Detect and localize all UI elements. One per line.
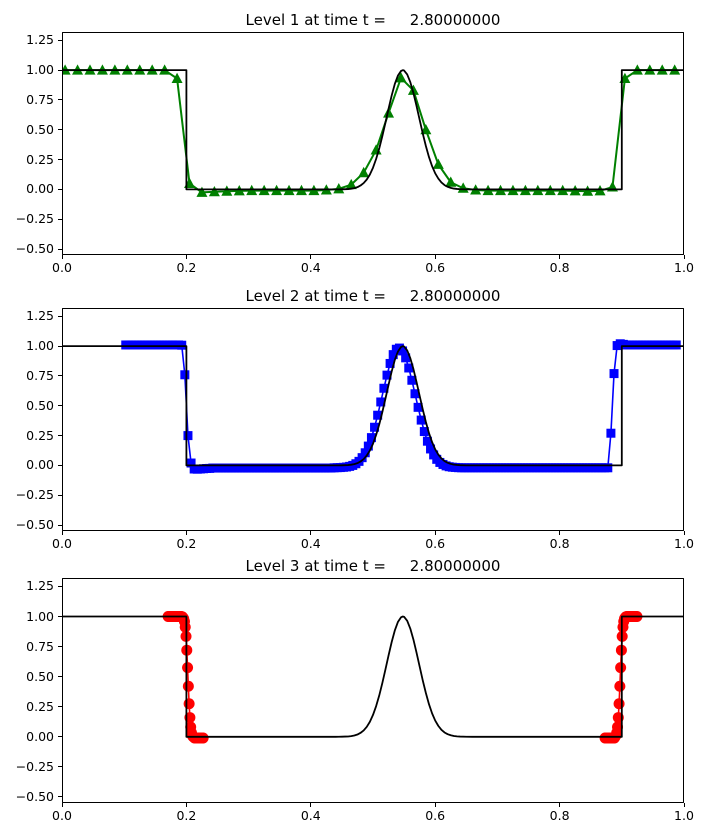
y-tick-label: 0.00 xyxy=(26,181,54,197)
y-tick-mark xyxy=(58,405,62,407)
plot-canvas-level-1 xyxy=(62,32,684,255)
x-tick-label: 0.8 xyxy=(549,536,570,551)
x-tick-label: 0.8 xyxy=(549,808,570,823)
y-tick-mark xyxy=(58,736,62,738)
y-tick-label: 0.50 xyxy=(26,121,54,137)
x-tick-mark xyxy=(310,531,312,535)
x-tick-mark xyxy=(61,803,63,807)
x-tick-label: 1.0 xyxy=(674,260,694,275)
plot-canvas-level-2 xyxy=(62,308,684,531)
y-tick-label: 0.25 xyxy=(26,427,54,443)
y-tick-label: −0.25 xyxy=(15,758,54,774)
plot-canvas-level-3 xyxy=(62,578,684,803)
y-tick-mark xyxy=(58,796,62,798)
x-tick-mark xyxy=(310,803,312,807)
y-tick-label: 1.00 xyxy=(26,62,54,78)
y-tick-label: −0.50 xyxy=(15,788,54,804)
x-tick-mark xyxy=(559,803,561,807)
x-tick-mark xyxy=(559,255,561,259)
x-tick-label: 1.0 xyxy=(674,808,694,823)
x-tick-label: 0.8 xyxy=(549,260,570,275)
x-tick-mark xyxy=(61,531,63,535)
y-tick-mark xyxy=(58,585,62,587)
y-tick-label: 1.25 xyxy=(26,578,54,594)
x-tick-label: 0.6 xyxy=(425,808,446,823)
subplot-2-title: Level 2 at time t = 2.80000000 xyxy=(245,287,501,305)
y-tick-label: 0.50 xyxy=(26,668,54,684)
y-tick-mark xyxy=(58,494,62,496)
y-tick-mark xyxy=(58,159,62,161)
x-tick-label: 0.0 xyxy=(52,808,72,823)
x-tick-mark xyxy=(683,803,685,807)
y-tick-mark xyxy=(58,218,62,220)
x-tick-label: 0.4 xyxy=(300,808,321,823)
x-tick-label: 0.6 xyxy=(425,260,446,275)
x-tick-label: 1.0 xyxy=(674,536,694,551)
subplot-1-title: Level 1 at time t = 2.80000000 xyxy=(245,11,501,29)
y-tick-label: 1.25 xyxy=(26,308,54,324)
y-tick-label: 0.50 xyxy=(26,397,54,413)
y-tick-label: 0.75 xyxy=(26,367,54,383)
x-tick-mark xyxy=(310,255,312,259)
x-tick-label: 0.4 xyxy=(300,260,321,275)
x-tick-mark xyxy=(185,255,187,259)
y-tick-label: −0.25 xyxy=(15,211,54,227)
y-tick-label: −0.25 xyxy=(15,487,54,503)
y-tick-label: 0.75 xyxy=(26,91,54,107)
y-tick-label: 1.25 xyxy=(26,32,54,48)
y-tick-label: −0.50 xyxy=(15,241,54,257)
y-tick-label: 1.00 xyxy=(26,338,54,354)
y-tick-mark xyxy=(58,435,62,437)
y-tick-label: −0.50 xyxy=(15,517,54,533)
x-tick-label: 0.0 xyxy=(52,260,72,275)
y-tick-mark xyxy=(58,524,62,526)
y-tick-label: 0.25 xyxy=(26,151,54,167)
x-tick-label: 0.0 xyxy=(52,536,72,551)
y-tick-label: 0.25 xyxy=(26,698,54,714)
x-tick-mark xyxy=(559,531,561,535)
y-tick-mark xyxy=(58,39,62,41)
x-tick-mark xyxy=(434,255,436,259)
x-tick-label: 0.4 xyxy=(300,536,321,551)
y-tick-mark xyxy=(58,99,62,101)
y-tick-mark xyxy=(58,188,62,190)
y-tick-label: 0.00 xyxy=(26,457,54,473)
y-tick-mark xyxy=(58,69,62,71)
y-tick-mark xyxy=(58,345,62,347)
x-tick-mark xyxy=(434,531,436,535)
x-tick-mark xyxy=(434,803,436,807)
x-tick-mark xyxy=(185,531,187,535)
x-tick-mark xyxy=(185,803,187,807)
y-tick-mark xyxy=(58,766,62,768)
y-tick-mark xyxy=(58,315,62,317)
y-tick-mark xyxy=(58,129,62,131)
x-tick-mark xyxy=(61,255,63,259)
x-tick-mark xyxy=(683,531,685,535)
x-tick-label: 0.6 xyxy=(425,536,446,551)
x-tick-label: 0.2 xyxy=(176,808,197,823)
subplot-3-title: Level 3 at time t = 2.80000000 xyxy=(245,557,501,575)
y-tick-label: 0.75 xyxy=(26,638,54,654)
y-tick-mark xyxy=(58,676,62,678)
y-tick-mark xyxy=(58,375,62,377)
y-tick-mark xyxy=(58,706,62,708)
y-tick-mark xyxy=(58,464,62,466)
y-tick-mark xyxy=(58,616,62,617)
x-tick-mark xyxy=(683,255,685,259)
y-tick-mark xyxy=(58,248,62,250)
x-tick-label: 0.2 xyxy=(176,260,197,275)
y-tick-mark xyxy=(58,646,62,648)
x-tick-label: 0.2 xyxy=(176,536,197,551)
y-tick-label: 1.00 xyxy=(26,608,54,624)
y-tick-label: 0.00 xyxy=(26,728,54,744)
